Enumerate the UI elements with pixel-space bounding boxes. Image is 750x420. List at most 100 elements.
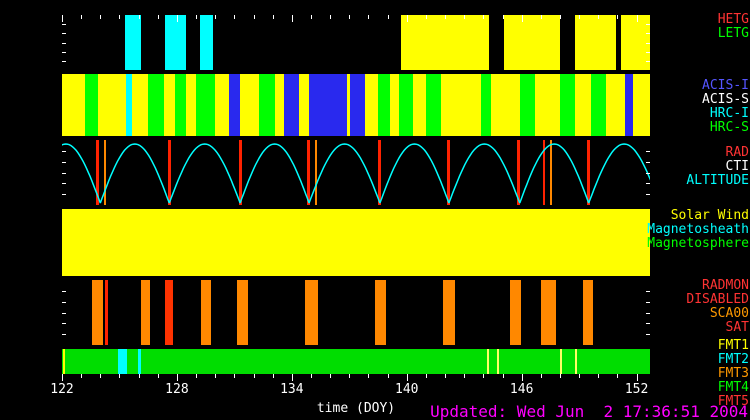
y-axis-tick	[62, 33, 66, 35]
segment-instruments	[519, 74, 536, 136]
day-minor-tick	[598, 15, 600, 19]
day-minor-tick	[540, 15, 542, 19]
event-line-altitude	[104, 140, 107, 205]
segment-fmt	[137, 349, 141, 374]
segment-radmon	[305, 280, 318, 345]
day-major-tick	[521, 15, 523, 22]
y-axis-tick	[62, 60, 66, 62]
segment-gratings	[125, 15, 141, 70]
x-minor-tick	[81, 374, 83, 378]
segment-radmon	[375, 280, 386, 345]
band-telemetry-format	[62, 349, 650, 374]
segment-radmon	[200, 280, 212, 345]
legend-label: Solar Wind	[670, 208, 749, 223]
x-minor-tick	[100, 374, 102, 378]
segment-instruments	[228, 74, 241, 136]
y-axis-tick	[646, 161, 650, 163]
day-major-tick	[406, 15, 408, 22]
x-minor-tick	[540, 374, 542, 378]
y-axis-tick	[646, 60, 650, 62]
x-minor-tick	[349, 374, 351, 378]
x-minor-tick	[502, 374, 504, 378]
y-axis-tick	[646, 33, 650, 35]
x-minor-tick	[368, 374, 370, 378]
segment-instruments	[309, 74, 348, 136]
band-radmon-events	[62, 280, 650, 345]
x-tick-label: 146	[509, 382, 534, 397]
legend-group-instruments: ACIS-I ACIS-S HRC-I HRC-S	[637, 79, 749, 135]
day-minor-tick	[483, 15, 485, 19]
segment-instruments	[284, 74, 300, 136]
event-line-altitude	[238, 140, 242, 205]
segment-fmt	[117, 349, 128, 374]
day-minor-tick	[272, 15, 274, 19]
event-line-altitude	[587, 140, 591, 205]
segment-instruments	[196, 74, 216, 136]
legend-group-gratings: HETG LETG	[637, 13, 749, 41]
x-axis-title: time (DOY)	[316, 401, 396, 416]
segment-instruments	[425, 74, 442, 136]
segment-instruments	[399, 74, 413, 136]
y-axis-tick	[62, 334, 66, 336]
segment-radmon	[140, 280, 151, 345]
y-axis-tick	[62, 290, 66, 292]
x-minor-tick	[157, 374, 159, 378]
segment-instruments	[148, 74, 164, 136]
x-minor-tick	[138, 374, 140, 378]
legend-label: ACIS-S	[702, 92, 749, 107]
y-axis-tick	[646, 312, 650, 314]
y-axis-tick	[646, 150, 650, 152]
legend-group-orbit: RAD CTI ALTITUDE	[637, 146, 749, 188]
segment-fmt	[559, 349, 562, 374]
segment-fmt	[62, 349, 65, 374]
segment-gratings	[621, 15, 650, 70]
x-minor-tick	[559, 374, 561, 378]
x-minor-tick	[617, 374, 619, 378]
y-axis-tick	[646, 301, 650, 303]
segment-instruments	[259, 74, 275, 136]
segment-instruments	[175, 74, 187, 136]
band-solar-wind-region	[62, 209, 650, 276]
x-minor-tick	[310, 374, 312, 378]
segment-fmt	[575, 349, 578, 374]
band-orbit-altitude	[62, 140, 650, 205]
segment-radmon	[582, 280, 593, 345]
legend-label: Magnetosphere	[647, 236, 749, 251]
segment-gratings	[575, 15, 616, 70]
segment-gratings	[401, 15, 490, 70]
day-major-tick	[176, 15, 178, 22]
day-major-tick	[636, 15, 638, 22]
day-minor-tick	[559, 15, 561, 19]
x-major-tick	[636, 374, 638, 381]
day-minor-tick	[502, 15, 504, 19]
band-gratings	[62, 15, 650, 70]
x-minor-tick	[196, 374, 198, 378]
day-minor-tick	[196, 15, 198, 19]
legend-label: Magnetosheath	[647, 222, 749, 237]
day-minor-tick	[119, 15, 121, 19]
segment-radmon	[165, 280, 174, 345]
x-minor-tick	[598, 374, 600, 378]
y-axis-tick	[62, 312, 66, 314]
legend-label: HRC-S	[709, 120, 749, 135]
segment-instruments	[350, 74, 365, 136]
legend-group-fmt: FMT1 FMT2 FMT3 FMT4 FMT5	[637, 339, 749, 409]
day-minor-tick	[215, 15, 217, 19]
x-minor-tick	[387, 374, 389, 378]
y-axis-tick	[62, 301, 66, 303]
y-axis-tick	[62, 42, 66, 44]
event-line-altitude	[378, 140, 382, 205]
event-line-altitude	[550, 140, 553, 205]
segment-fmt	[487, 349, 490, 374]
x-minor-tick	[483, 374, 485, 378]
segment-instruments	[481, 74, 491, 136]
event-line-altitude	[447, 140, 451, 205]
y-axis-tick	[62, 183, 66, 185]
segment-gratings	[165, 15, 187, 70]
x-tick-label: 128	[165, 382, 189, 397]
event-line-altitude	[314, 140, 317, 205]
x-tick-label: 152	[624, 382, 649, 397]
y-axis-tick	[646, 172, 650, 174]
segment-instruments	[559, 74, 576, 136]
segment-radmon	[237, 280, 248, 345]
